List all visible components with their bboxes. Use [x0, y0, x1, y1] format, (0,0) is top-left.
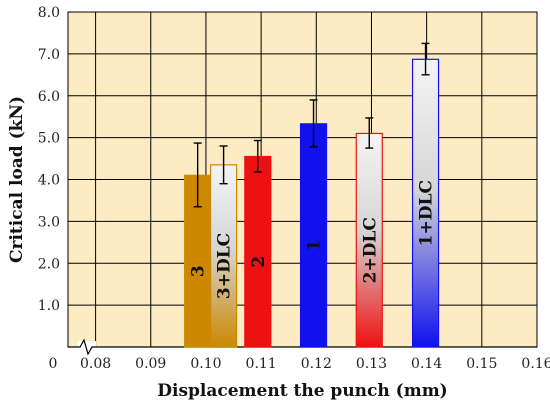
bar: [355, 132, 383, 348]
bars: 3 3+DLC 2 1 2+DLC 1+DLC: [184, 42, 440, 348]
bar-label: 2+DLC: [360, 217, 380, 283]
bar-label: 1+DLC: [417, 180, 437, 246]
x-tick-label: 0.16: [521, 356, 550, 372]
bar-label: 1: [305, 239, 325, 251]
tick-labels: 0.08 0.09 0.10 0.11 0.12 0.13 0.14 0.15 0.16 0 1.0…: [38, 5, 550, 372]
error-bar: [193, 142, 202, 208]
error-bar: [219, 145, 228, 185]
bar-label: 3+DLC: [215, 233, 235, 299]
y-axis-title: Critical load (kN): [7, 96, 27, 263]
y-tick-label: 4.0: [38, 173, 60, 189]
x-tick-label: 0.12: [301, 356, 332, 372]
x-origin-label: 0: [49, 356, 58, 372]
x-tick-label: 0.13: [356, 356, 387, 372]
bar-label: 2: [249, 256, 269, 268]
x-tick-label: 0.14: [411, 356, 442, 372]
error-bar: [309, 99, 318, 148]
bar: [299, 123, 328, 348]
y-tick-label: 5.0: [38, 131, 60, 147]
error-bar: [253, 139, 262, 173]
y-tick-label: 3.0: [38, 214, 60, 230]
y-tick-label: 8.0: [38, 5, 60, 21]
bar: [209, 164, 238, 348]
error-bar: [365, 117, 374, 149]
axis-break-mark: [68, 338, 537, 356]
x-tick-label: 0.11: [246, 356, 277, 372]
bar: [244, 155, 272, 348]
x-axis-title: Displacement the punch (mm): [157, 381, 447, 401]
x-tick-label: 0.09: [135, 356, 166, 372]
bar-label: 3: [189, 265, 209, 277]
y-tick-label: 2.0: [38, 256, 60, 272]
bar: [411, 58, 440, 348]
y-tick-label: 1.0: [38, 298, 60, 314]
error-bar: [421, 42, 430, 76]
x-tick-label: 0.15: [466, 356, 497, 372]
y-tick-label: 7.0: [38, 47, 60, 63]
x-tick-label: 0.08: [80, 356, 111, 372]
x-tick-label: 0.10: [190, 356, 221, 372]
y-tick-label: 6.0: [38, 89, 60, 105]
